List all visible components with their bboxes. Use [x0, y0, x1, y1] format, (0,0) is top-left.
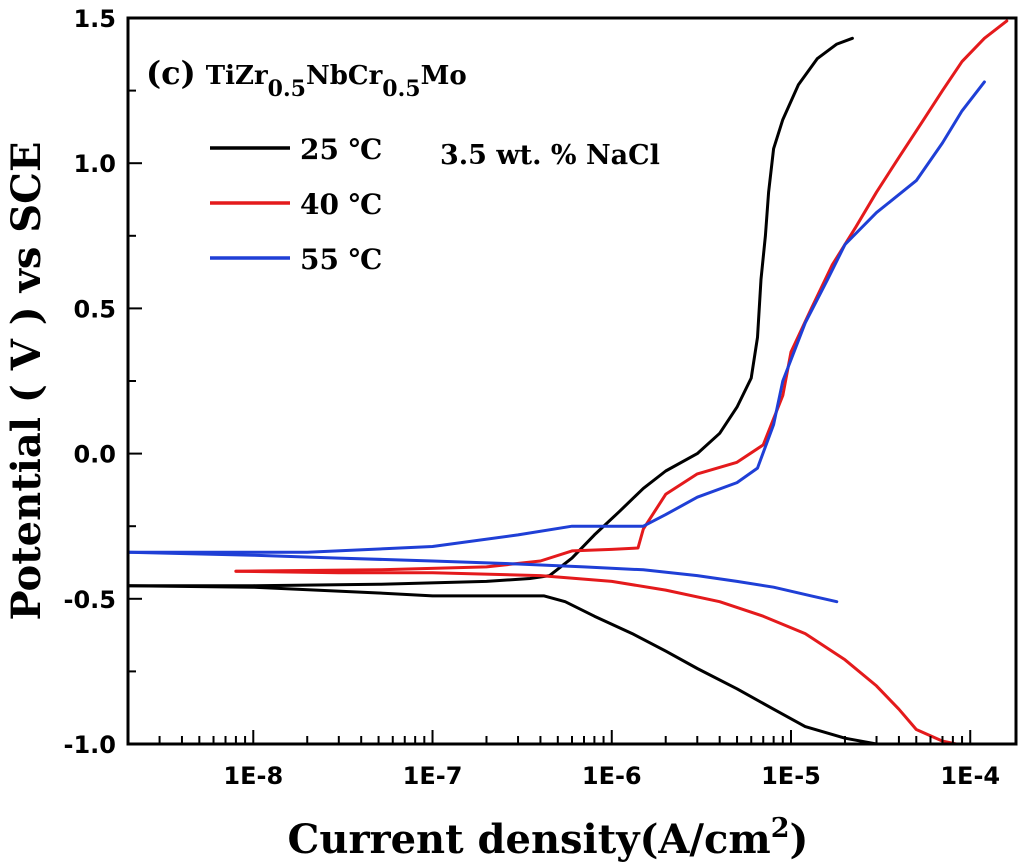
series-25c-cathodic-line	[128, 584, 925, 744]
series-25c-anodic-line	[128, 36, 854, 588]
y-tick-label: -1.0	[64, 731, 116, 759]
x-tick-label: 1E-6	[582, 762, 642, 790]
y-tick-label: 0.0	[73, 441, 116, 469]
x-tick-label: 1E-7	[403, 762, 463, 790]
x-axis-label-superscript: 2	[771, 813, 790, 844]
series-55c-anodic-line	[128, 80, 986, 554]
x-axis-label: Current density(A/cm2)	[288, 813, 809, 863]
legend-label-25c: 25 ℃	[300, 133, 382, 166]
plot-layer	[128, 19, 1009, 744]
legend-label-40c: 40 ℃	[300, 188, 382, 221]
x-axis-label-close: )	[790, 816, 809, 863]
axes-layer: 1E-8 1E-7 1E-6 1E-5 1E-4 -1.0 -0.5 0.0 0.5 1.0 1.5	[64, 5, 1001, 790]
y-axis-label: Potential ( V ) vs SCE	[3, 142, 50, 621]
panel-label: (c)	[146, 54, 196, 92]
plot-frame	[126, 16, 1018, 746]
y-tick-label: -0.5	[64, 586, 116, 614]
y-tick-label: 1.5	[73, 5, 116, 33]
panel-title: (c) TiZr0.5NbCr0.5Mo	[146, 54, 467, 102]
series-55c-cathodic-line	[128, 550, 839, 604]
series-40c-cathodic-line	[234, 569, 964, 744]
y-tick-label: 0.5	[73, 295, 116, 323]
y-tick-label: 1.0	[73, 150, 116, 178]
x-tick-label: 1E-5	[761, 762, 821, 790]
legend: 25 ℃ 40 ℃ 55 ℃	[210, 133, 382, 276]
electrolyte-annotation: 3.5 wt. % NaCl	[440, 140, 660, 171]
legend-label-55c: 55 ℃	[300, 243, 382, 276]
x-tick-label: 1E-8	[223, 762, 283, 790]
x-tick-label: 1E-4	[940, 762, 1000, 790]
